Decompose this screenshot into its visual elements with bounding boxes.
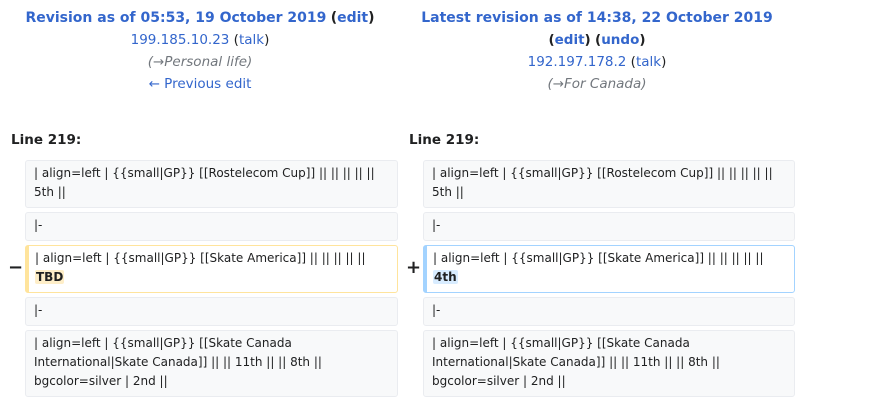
right-edit-link[interactable]: edit (554, 32, 585, 48)
right-talk-link[interactable]: talk (635, 54, 662, 70)
deleted-word: TBD (35, 270, 65, 284)
added-word: 4th (433, 270, 458, 284)
undo-link[interactable]: undo (601, 32, 640, 48)
diff-deleted-line: | align=left | {{small|GP}} [[Skate Amer… (25, 245, 398, 293)
left-talk-link[interactable]: talk (238, 32, 265, 48)
right-edit-summary[interactable]: (→For Canada) (547, 76, 647, 92)
added-line-marker: + (406, 257, 422, 278)
previous-edit-link[interactable]: ← Previous edit (148, 76, 252, 92)
right-user-link[interactable]: 192.197.178.2 (527, 54, 627, 70)
diff-line-text: | align=left | {{small|GP}} [[Skate Amer… (433, 251, 764, 265)
diff-context-left: | align=left | {{small|GP}} [[Skate Cana… (25, 330, 398, 397)
left-edit-link[interactable]: edit (337, 10, 369, 26)
right-revision-title[interactable]: Latest revision as of 14:38, 22 October … (421, 10, 773, 26)
left-user-link[interactable]: 199.185.10.23 (130, 32, 230, 48)
diff-line-text: | align=left | {{small|GP}} [[Skate Amer… (35, 251, 366, 265)
diff-context-right: | align=left | {{small|GP}} [[Skate Cana… (423, 330, 795, 397)
diff-added-line: | align=left | {{small|GP}} [[Skate Amer… (423, 245, 795, 293)
diff-context-right: | align=left | {{small|GP}} [[Rostelecom… (423, 160, 795, 208)
diff-context-left: |- (25, 297, 398, 326)
left-revision-title[interactable]: Revision as of 05:53, 19 October 2019 (25, 10, 327, 26)
right-line-number: Line 219: (409, 132, 480, 148)
right-revision-header: Latest revision as of 14:38, 22 October … (397, 7, 797, 95)
deleted-line-marker: − (8, 257, 24, 278)
diff-context-right: |- (423, 212, 795, 241)
left-revision-header: Revision as of 05:53, 19 October 2019 (e… (0, 7, 400, 95)
left-line-number: Line 219: (11, 132, 82, 148)
diff-context-right: |- (423, 297, 795, 326)
diff-context-left: | align=left | {{small|GP}} [[Rostelecom… (25, 160, 398, 208)
left-edit-summary[interactable]: (→Personal life) (147, 54, 253, 70)
diff-context-left: |- (25, 212, 398, 241)
